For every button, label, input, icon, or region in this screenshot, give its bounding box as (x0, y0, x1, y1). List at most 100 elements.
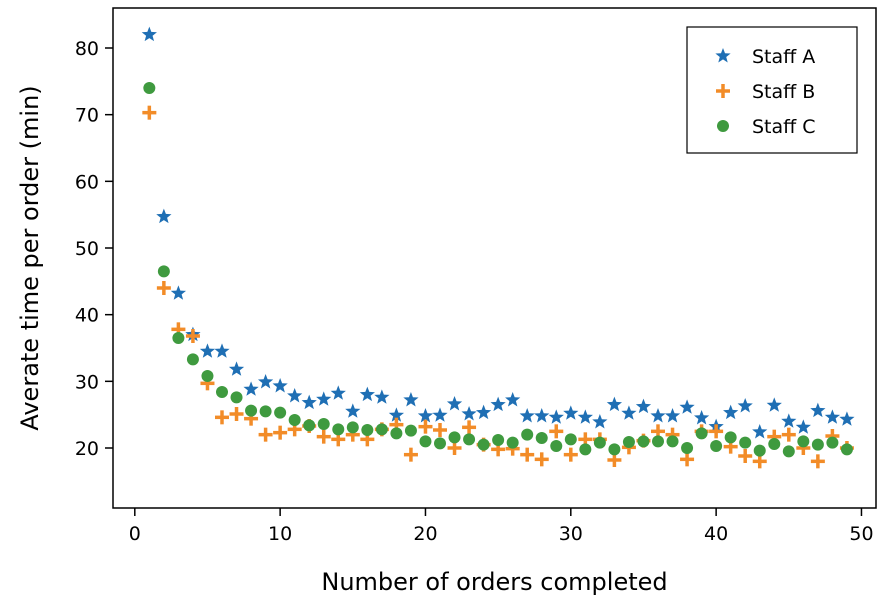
data-point (506, 436, 519, 449)
series-staff-b (142, 105, 854, 469)
series-layer (141, 26, 855, 469)
data-point (346, 421, 359, 434)
data-point (768, 438, 781, 450)
data-point (550, 440, 563, 452)
data-point (257, 374, 274, 389)
data-point (490, 396, 506, 412)
series-staff-c (143, 82, 853, 458)
data-point (477, 438, 490, 451)
data-point (753, 444, 766, 457)
data-point (374, 389, 390, 404)
data-point (534, 408, 550, 423)
data-point (650, 408, 666, 423)
data-point (216, 386, 228, 398)
data-point (681, 442, 694, 454)
y-axis: 20 30 40 50 60 70 80 (75, 38, 113, 460)
data-point (243, 381, 259, 396)
data-point (564, 433, 577, 446)
legend-item: Staff A (715, 46, 815, 68)
data-point (199, 343, 216, 358)
data-point (245, 404, 258, 417)
data-point (316, 391, 332, 406)
data-point (417, 408, 434, 423)
x-axis: 0 10 20 30 40 50 (129, 508, 874, 545)
x-tick-label: 40 (704, 523, 728, 545)
y-tick-label: 20 (75, 438, 99, 460)
data-point (810, 402, 826, 418)
data-point (826, 436, 839, 449)
x-tick-label: 10 (268, 523, 292, 545)
data-point (635, 398, 652, 414)
data-point (810, 454, 825, 469)
legend: Staff A Staff B Staff C (686, 26, 858, 154)
legend-marker (715, 48, 731, 63)
data-point (637, 435, 650, 448)
data-point (330, 385, 346, 400)
data-point (228, 361, 245, 376)
data-point (519, 408, 535, 423)
data-point (388, 407, 405, 422)
data-point (563, 447, 578, 462)
series-staff-a (141, 26, 855, 439)
data-point (303, 419, 316, 432)
data-point (432, 407, 448, 422)
data-point (317, 418, 330, 430)
data-point (157, 265, 170, 278)
data-point (824, 409, 841, 424)
data-point (782, 445, 795, 458)
data-point (579, 443, 592, 456)
data-point (403, 447, 418, 462)
data-point (156, 281, 171, 295)
y-tick-label: 30 (75, 371, 99, 393)
plot-area (112, 7, 877, 509)
x-tick-label: 30 (559, 523, 583, 545)
data-point (737, 398, 753, 413)
data-point (475, 404, 492, 420)
data-point (840, 443, 853, 456)
data-point (141, 26, 157, 42)
data-point (186, 353, 199, 366)
legend-item: Staff B (716, 81, 815, 103)
legend-label: Staff C (752, 116, 816, 138)
data-point (172, 332, 185, 344)
data-point (723, 404, 739, 420)
legend-box (686, 26, 858, 154)
data-point (390, 427, 403, 440)
y-tick-label: 50 (75, 238, 99, 260)
data-point (419, 435, 432, 448)
data-point (739, 436, 752, 449)
data-point (492, 434, 505, 446)
data-point (781, 427, 796, 442)
data-point (535, 432, 548, 444)
y-axis-label: Averate time per order (min) (16, 85, 44, 430)
data-point (272, 378, 288, 393)
x-tick-label: 0 (129, 523, 141, 545)
data-point (752, 424, 768, 439)
y-tick-label: 80 (75, 38, 99, 60)
data-point (521, 428, 534, 441)
data-point (287, 388, 303, 403)
data-point (143, 82, 156, 94)
data-point (664, 408, 681, 423)
legend-label: Staff A (752, 46, 815, 68)
data-point (622, 436, 635, 448)
data-point (693, 410, 710, 425)
data-point (666, 435, 679, 448)
data-point (549, 424, 564, 439)
data-point (548, 409, 564, 424)
y-tick-label: 70 (75, 105, 99, 127)
legend-marker (716, 84, 730, 98)
data-point (724, 431, 737, 444)
data-point (463, 433, 476, 446)
x-tick-label: 50 (849, 523, 873, 545)
data-point (680, 452, 695, 467)
data-point (214, 343, 230, 358)
data-point (766, 397, 782, 412)
data-point (375, 423, 388, 436)
data-point (839, 411, 855, 426)
data-point (201, 370, 214, 382)
data-point (520, 447, 535, 462)
data-point (461, 406, 477, 421)
data-point (446, 396, 463, 411)
